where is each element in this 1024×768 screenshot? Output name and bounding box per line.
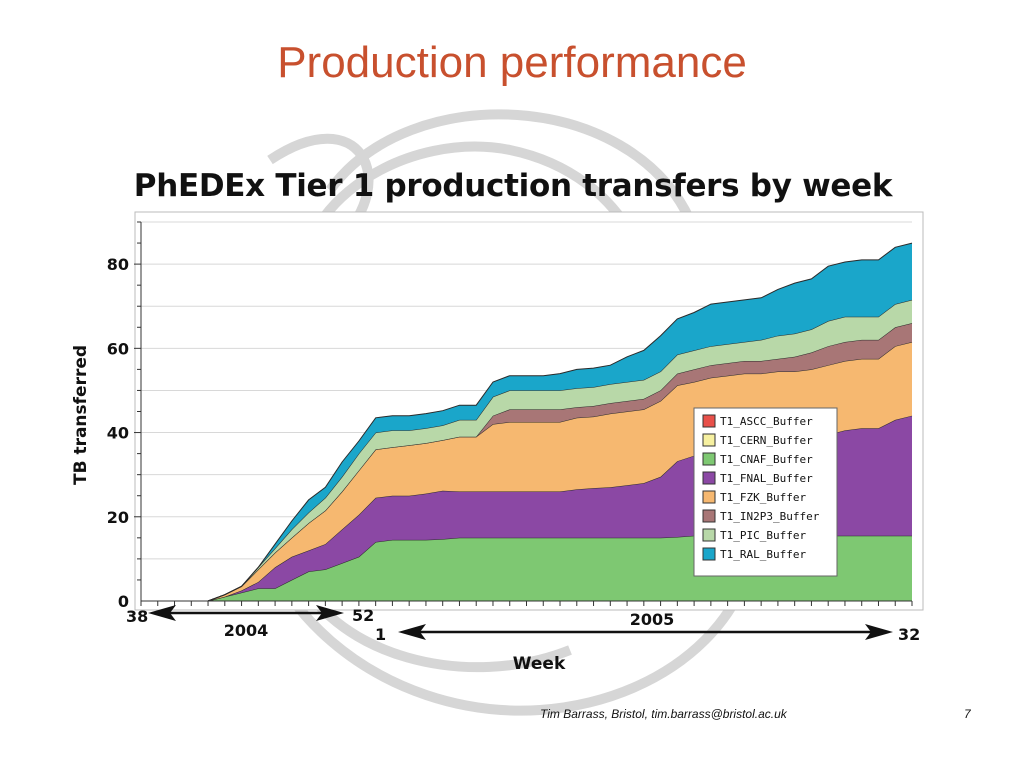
- x-tick-marks: [140, 601, 913, 606]
- chart-title: PhEDEx Tier 1 production transfers by we…: [133, 168, 893, 204]
- area-edge-t1-ral-buffer: [141, 242, 913, 602]
- legend-label-t1-in2p3-buffer: T1_IN2P3_Buffer: [720, 510, 820, 523]
- legend-label-t1-fzk-buffer: T1_FZK_Buffer: [720, 491, 806, 504]
- year-2005-label: 2005: [630, 610, 675, 629]
- y-tick-label-20: 20: [107, 508, 129, 527]
- week-end-2004-label: 52: [352, 606, 374, 625]
- y-tick-labels: 0 20 40 60 80: [107, 221, 141, 611]
- year-2004-arrow-right-head: [316, 605, 344, 621]
- legend-swatch-t1-in2p3-buffer: [702, 509, 716, 523]
- page-number: 7: [964, 707, 971, 721]
- legend-label-t1-ral-buffer: T1_RAL_Buffer: [720, 548, 806, 561]
- year-2005-arrow-left-head: [398, 624, 426, 640]
- area-t1-fzk-buffer: [141, 342, 912, 601]
- year-2005-arrow-right-head: [865, 624, 893, 640]
- x-axis-title: Week: [513, 654, 566, 674]
- area-t1-ral-buffer: [141, 243, 912, 601]
- legend-box: [693, 407, 838, 577]
- y-tick-label-40: 40: [107, 424, 129, 443]
- legend-swatch-t1-ascc-buffer: [702, 414, 716, 428]
- year-2004-annotation: 38 52 2004: [126, 605, 374, 640]
- week-start-2005-label: 1: [375, 625, 386, 644]
- week-end-2005-label: 32: [898, 625, 920, 644]
- legend-label-t1-ascc-buffer: T1_ASCC_Buffer: [720, 415, 813, 428]
- legend-label-t1-fnal-buffer: T1_FNAL_Buffer: [720, 472, 813, 485]
- legend-swatch-t1-pic-buffer: [702, 528, 716, 542]
- legend-swatch-t1-cern-buffer: [702, 433, 716, 447]
- slide-title: Production performance: [277, 38, 747, 87]
- legend: T1_ASCC_Buffer T1_CERN_Buffer T1_CNAF_Buff…: [693, 407, 838, 577]
- y-axis-title: TB transferred: [71, 345, 91, 485]
- y-tick-label-60: 60: [107, 339, 129, 358]
- y-tick-label-80: 80: [107, 255, 129, 274]
- y-tick-label-0: 0: [118, 592, 129, 611]
- area-t1-in2p3-buffer: [141, 323, 912, 601]
- legend-swatch-t1-fzk-buffer: [702, 490, 716, 504]
- legend-label-t1-cern-buffer: T1_CERN_Buffer: [720, 434, 813, 447]
- legend-swatch-t1-ral-buffer: [702, 547, 716, 561]
- year-2005-annotation: 1 32 2005: [375, 610, 920, 644]
- year-2004-label: 2004: [224, 621, 269, 640]
- footer-credit: Tim Barrass, Bristol, tim.barrass@bristo…: [540, 707, 787, 721]
- legend-label-t1-pic-buffer: T1_PIC_Buffer: [720, 529, 806, 542]
- legend-label-t1-cnaf-buffer: T1_CNAF_Buffer: [720, 453, 813, 466]
- year-2004-arrow-left-head: [148, 605, 176, 621]
- legend-swatch-t1-fnal-buffer: [702, 471, 716, 485]
- week-start-2004-label: 38: [126, 607, 148, 626]
- legend-swatch-t1-cnaf-buffer: [702, 452, 716, 466]
- area-t1-pic-buffer: [141, 299, 912, 601]
